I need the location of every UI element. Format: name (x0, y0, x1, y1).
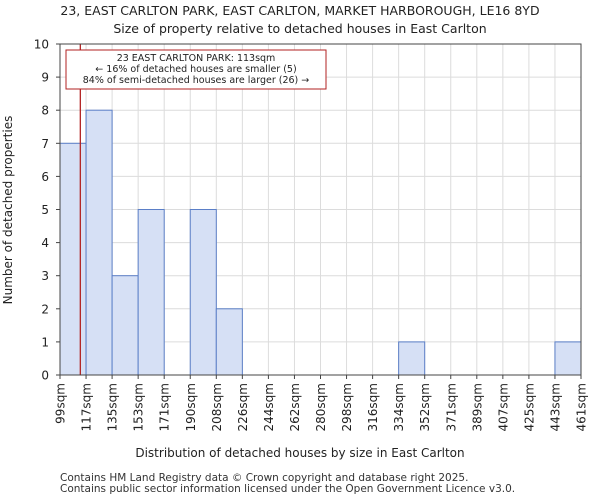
x-tick-label: 352sqm (418, 383, 432, 431)
footer-line-1: Contains HM Land Registry data © Crown c… (60, 472, 469, 484)
y-tick-label: 1 (41, 335, 49, 349)
y-axis-label: Number of detached properties (1, 116, 15, 305)
x-tick-label: 334sqm (392, 383, 406, 431)
x-tick-label: 298sqm (340, 383, 354, 431)
footer: Contains HM Land Registry data © Crown c… (60, 473, 515, 495)
histogram-bar (59, 142, 87, 376)
y-tick-label: 4 (41, 236, 49, 250)
y-tick-label: 10 (34, 38, 49, 52)
y-tick-label: 2 (41, 302, 49, 316)
x-tick-label: 262sqm (288, 383, 302, 431)
annotation-line-3: 84% of semi-detached houses are larger (… (83, 75, 310, 86)
annotation-box: 23 EAST CARLTON PARK: 113sqm ← 16% of de… (65, 49, 327, 90)
chart-title: 23, EAST CARLTON PARK, EAST CARLTON, MAR… (60, 3, 539, 18)
y-tick-label: 0 (41, 369, 49, 383)
x-tick-label: 443sqm (548, 383, 562, 431)
histogram-bar (215, 308, 243, 376)
histogram-bar (137, 209, 165, 376)
y-tick-label: 8 (41, 104, 49, 118)
x-tick-label: 316sqm (366, 383, 380, 431)
x-tick-label: 461sqm (575, 383, 589, 431)
x-tick-label: 226sqm (236, 383, 250, 431)
y-tick-label: 3 (41, 269, 49, 283)
histogram-bar (111, 275, 139, 376)
x-tick-label: 208sqm (210, 383, 224, 431)
x-tick-label: 153sqm (132, 383, 146, 431)
y-tick-label: 5 (41, 203, 49, 217)
x-tick-label: 280sqm (314, 383, 328, 431)
annotation-line-2: ← 16% of detached houses are smaller (5) (95, 64, 296, 75)
y-axis-ticks: 0 1 2 3 4 5 6 7 8 9 10 (34, 38, 60, 383)
histogram-bar (189, 209, 217, 376)
footer-line-2: Contains public sector information licen… (60, 483, 516, 495)
x-axis-label: Distribution of detached houses by size … (135, 446, 464, 460)
x-tick-label: 135sqm (106, 383, 120, 431)
x-tick-label: 171sqm (158, 383, 172, 431)
x-tick-label: 389sqm (470, 383, 484, 431)
x-tick-label: 407sqm (496, 383, 510, 431)
x-axis-ticks: 99sqm 117sqm 135sqm 153sqm 171sqm 190sqm 208sq… (54, 375, 589, 431)
x-tick-label: 244sqm (262, 383, 276, 431)
histogram-bar (554, 341, 582, 376)
x-tick-label: 99sqm (54, 383, 68, 424)
annotation-line-1: 23 EAST CARLTON PARK: 113sqm (117, 53, 276, 64)
y-tick-label: 9 (41, 71, 49, 85)
y-tick-label: 6 (41, 170, 49, 184)
y-tick-label: 7 (41, 137, 49, 151)
chart-subtitle: Size of property relative to detached ho… (113, 21, 486, 36)
histogram-bar (85, 109, 113, 376)
x-tick-label: 425sqm (522, 383, 536, 431)
histogram-bar (398, 341, 426, 376)
x-tick-label: 371sqm (444, 383, 458, 431)
bars (59, 109, 582, 376)
x-tick-label: 117sqm (80, 383, 94, 431)
x-tick-label: 190sqm (184, 383, 198, 431)
